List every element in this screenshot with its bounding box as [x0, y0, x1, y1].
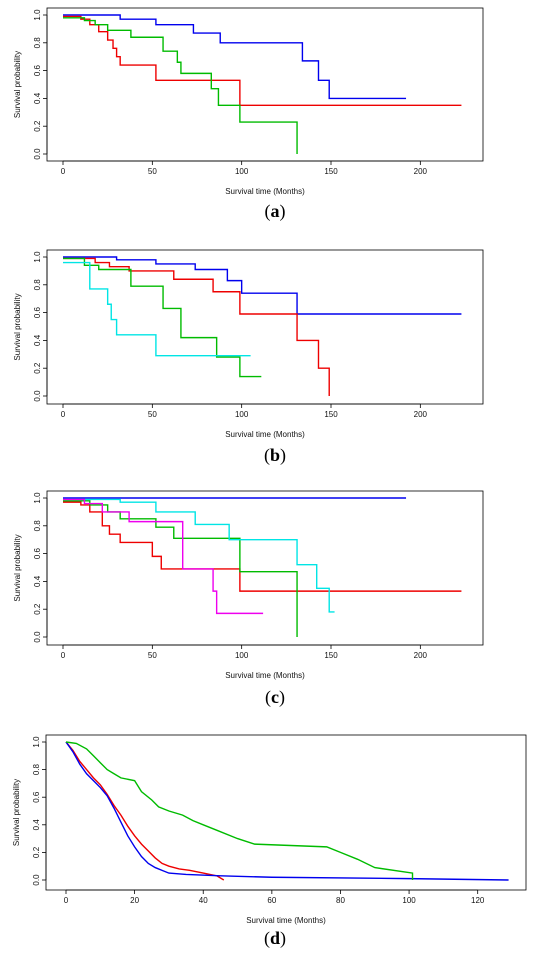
survival-curve-series-3	[63, 257, 262, 378]
y-tick-label: 0.4	[33, 334, 42, 346]
y-tick-label: 0.0	[33, 390, 42, 402]
x-tick-label: 0	[64, 896, 69, 905]
x-tick-label: 200	[414, 167, 428, 176]
y-axis-label: Survival probability	[13, 534, 22, 601]
panel-letter: d	[270, 928, 280, 948]
survival-curve-series-3	[63, 500, 298, 637]
x-tick-label: 80	[336, 896, 345, 905]
panel-letter: b	[270, 445, 280, 465]
panel-caption: (c)	[265, 687, 285, 708]
y-tick-label: 0.8	[33, 520, 42, 532]
plot-frame	[45, 734, 527, 891]
survival-curve-series-3	[63, 17, 298, 154]
x-tick-label: 60	[267, 896, 276, 905]
y-tick-label: 0.8	[32, 763, 41, 775]
y-tick-label: 0.2	[33, 120, 42, 132]
y-tick-label: 0.6	[32, 791, 41, 803]
y-tick-label: 1.0	[33, 492, 42, 504]
panel-caption: (b)	[264, 445, 286, 466]
y-tick-label: 0.0	[32, 874, 41, 886]
x-axis-label: Survival time (Months)	[225, 671, 305, 680]
y-tick-label: 0.8	[33, 279, 42, 291]
y-tick-label: 0.8	[33, 37, 42, 49]
survival-curve-series-4	[63, 261, 251, 357]
x-tick-label: 120	[471, 896, 485, 905]
y-tick-label: 1.0	[33, 251, 42, 263]
y-axis-label: Survival probability	[13, 51, 22, 118]
x-tick-label: 50	[148, 410, 157, 419]
y-tick-label: 1.0	[33, 9, 42, 21]
x-tick-label: 200	[414, 410, 428, 419]
survival-curve-series-5	[63, 498, 264, 615]
panel-letter: c	[271, 687, 279, 707]
y-axis-label: Survival probability	[13, 293, 22, 360]
x-tick-label: 100	[235, 410, 249, 419]
y-tick-label: 0.2	[32, 846, 41, 858]
x-axis-label: Survival time (Months)	[225, 430, 305, 439]
survival-curve-series-1	[63, 256, 462, 315]
x-tick-label: 150	[324, 410, 338, 419]
x-tick-label: 100	[402, 896, 416, 905]
y-tick-label: 0.6	[33, 547, 42, 559]
panel-caption: (a)	[265, 201, 286, 222]
plot-frame	[46, 249, 484, 405]
survival-curve-series-1	[65, 741, 225, 881]
chart-panel-d: 0 20 40 60 80 100 120 0.0 0.2 0.4 0.6 0.8 1.0 Surviva…	[12, 734, 527, 949]
y-tick-label: 0.4	[33, 92, 42, 104]
chart-panel-c: 0 50 100 150 200 0.0 0.2 0.4 0.6 0.8 1.0 Survival t…	[13, 490, 484, 708]
survival-curve-series-2	[63, 257, 330, 396]
x-tick-label: 40	[199, 896, 208, 905]
survival-curve-series-2	[65, 741, 509, 881]
y-tick-label: 0.6	[33, 64, 42, 76]
x-tick-label: 20	[130, 896, 139, 905]
x-tick-label: 100	[235, 167, 249, 176]
panel-letter: a	[271, 201, 280, 221]
y-axis-label: Survival probability	[12, 779, 21, 846]
panel-caption: (d)	[264, 928, 286, 949]
x-tick-label: 150	[324, 167, 338, 176]
x-tick-label: 0	[61, 651, 66, 660]
survival-curve-series-4	[63, 498, 335, 613]
y-tick-label: 0.2	[33, 603, 42, 615]
chart-panel-a: 0 50 100 150 200 0.0 0.2 0.4 0.6 0.8 1.0 Survival t…	[13, 7, 484, 222]
y-tick-label: 0.2	[33, 362, 42, 374]
x-tick-label: 0	[61, 167, 66, 176]
survival-curve-series-3	[65, 741, 414, 880]
x-tick-label: 150	[324, 651, 338, 660]
survival-curve-series-1	[63, 14, 407, 100]
y-tick-label: 0.4	[32, 819, 41, 831]
x-tick-label: 50	[148, 651, 157, 660]
x-tick-label: 200	[414, 651, 428, 660]
chart-panel-b: 0 50 100 150 200 0.0 0.2 0.4 0.6 0.8 1.0 Survival t…	[13, 249, 484, 466]
y-tick-label: 0.0	[33, 148, 42, 160]
y-tick-label: 0.4	[33, 575, 42, 587]
y-tick-label: 0.6	[33, 306, 42, 318]
y-tick-label: 1.0	[32, 736, 41, 748]
x-tick-label: 50	[148, 167, 157, 176]
x-axis-label: Survival time (Months)	[225, 187, 305, 196]
x-axis-label: Survival time (Months)	[246, 916, 326, 925]
survival-curve-series-2	[63, 501, 462, 592]
y-tick-label: 0.0	[33, 631, 42, 643]
plot-frame	[46, 490, 484, 646]
x-tick-label: 100	[235, 651, 249, 660]
x-tick-label: 0	[61, 410, 66, 419]
